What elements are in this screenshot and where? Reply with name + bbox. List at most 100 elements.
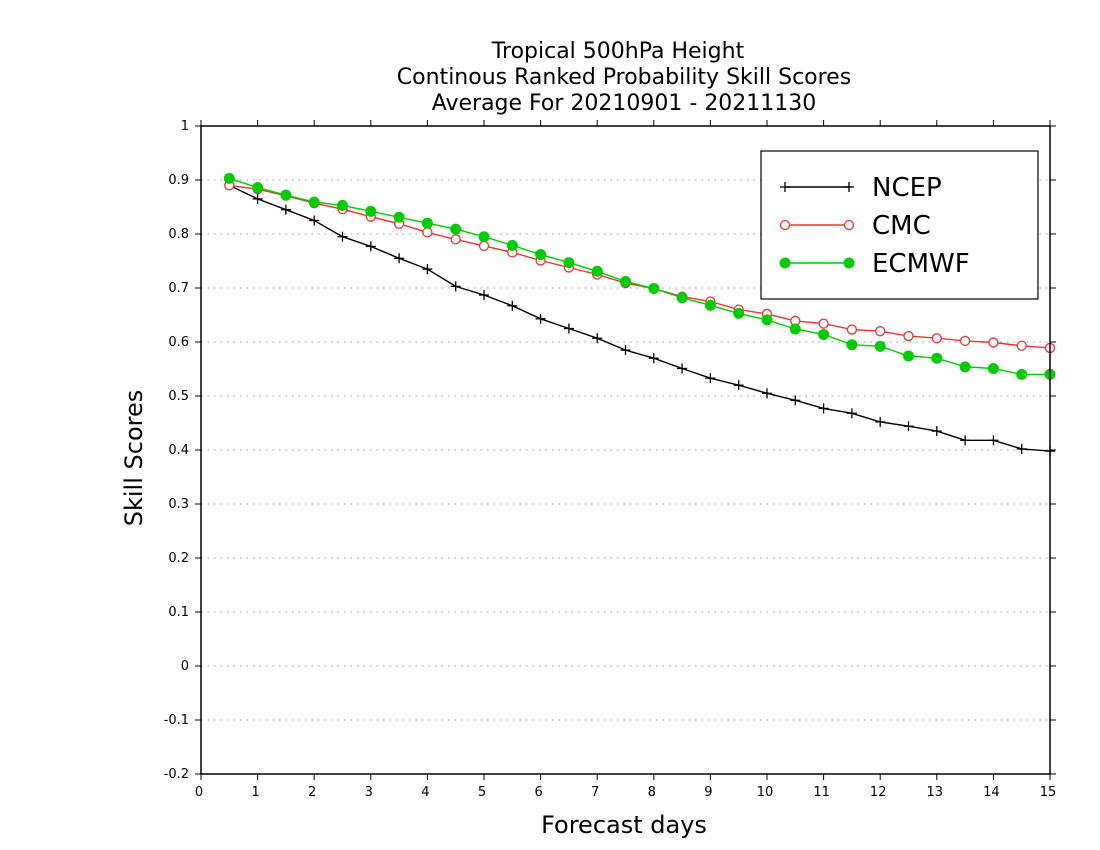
series-line — [228, 184, 1051, 452]
data-point — [988, 337, 999, 348]
data-point — [843, 219, 855, 231]
data-point — [450, 223, 462, 235]
data-point — [818, 328, 830, 340]
data-point — [733, 307, 745, 319]
data-point — [988, 435, 999, 446]
data-point — [987, 362, 999, 374]
y-axis-label: Skill Scores — [120, 390, 148, 527]
x-tick-label: 3 — [365, 785, 373, 800]
data-point — [365, 205, 377, 217]
data-point — [846, 339, 858, 351]
data-point — [903, 350, 914, 362]
x-tick-label: 8 — [648, 785, 656, 800]
data-point — [676, 292, 688, 304]
data-point — [535, 249, 547, 261]
data-point — [875, 326, 886, 337]
x-tick-label: 7 — [591, 785, 599, 800]
data-point — [308, 196, 320, 208]
data-point — [931, 426, 942, 437]
data-point — [959, 335, 971, 347]
x-tick-label: 2 — [308, 785, 316, 800]
data-point — [846, 408, 857, 419]
data-point — [592, 333, 603, 344]
data-point — [450, 281, 461, 292]
legend-label: NCEP — [872, 173, 942, 203]
data-point — [959, 361, 971, 373]
x-tick-label: 5 — [478, 785, 486, 800]
data-point — [846, 324, 858, 335]
y-tick-label: 0.5 — [168, 389, 189, 404]
data-point — [648, 283, 660, 295]
data-point — [450, 234, 461, 245]
data-point — [309, 215, 320, 226]
data-point — [704, 299, 716, 311]
y-tick-label: 0.8 — [168, 227, 189, 242]
legend: NCEP CMC ECMWF — [760, 150, 1039, 300]
data-point — [252, 182, 264, 194]
data-point — [1016, 443, 1027, 454]
x-tick-label: 15 — [1040, 785, 1057, 800]
data-point — [705, 373, 716, 384]
x-tick-label: 9 — [704, 785, 712, 800]
y-tick-label: 0.7 — [168, 281, 189, 296]
y-tick-label: 0.6 — [168, 335, 189, 350]
x-tick-label: 6 — [534, 785, 542, 800]
data-point — [761, 314, 773, 326]
data-point — [507, 300, 518, 311]
data-point — [931, 333, 942, 344]
data-point — [1016, 368, 1028, 380]
data-point — [844, 182, 854, 192]
data-point — [563, 323, 574, 334]
data-point — [252, 193, 263, 204]
data-point — [479, 290, 489, 301]
data-point — [422, 227, 433, 238]
x-tick-label: 12 — [870, 785, 887, 800]
y-tick-label: -0.2 — [164, 767, 189, 782]
x-tick-label: 13 — [927, 785, 944, 800]
series-ncep — [224, 180, 1055, 457]
data-point — [478, 240, 490, 252]
data-point — [506, 239, 518, 251]
data-point — [903, 330, 914, 342]
data-point — [394, 253, 405, 264]
data-point — [422, 264, 433, 275]
data-point — [337, 231, 348, 242]
data-point — [779, 219, 791, 231]
data-point — [648, 353, 659, 364]
series-lines — [223, 172, 1056, 457]
data-point — [337, 199, 348, 211]
legend-item-ncep: NCEP — [780, 173, 942, 203]
data-point — [790, 395, 801, 406]
data-point — [931, 352, 943, 364]
plot-frame — [200, 125, 1051, 775]
x-tick-label: 1 — [251, 785, 259, 800]
data-point — [903, 421, 914, 432]
data-point — [591, 265, 603, 277]
x-tick-label: 11 — [813, 785, 830, 800]
data-point — [818, 403, 829, 414]
data-point — [223, 172, 235, 184]
data-point — [960, 435, 971, 446]
data-point — [478, 231, 490, 243]
x-tick-label: 0 — [195, 785, 203, 800]
y-tick-label: 0.2 — [168, 551, 189, 566]
data-point — [421, 217, 433, 229]
data-point — [733, 380, 744, 391]
y-tick-label: 0 — [181, 659, 189, 674]
y-tick-label: 0.3 — [168, 497, 189, 512]
title-line-3: Average For 20210901 - 20211130 — [432, 91, 817, 116]
data-point — [365, 241, 376, 252]
chart-title: Tropical 500hPa Height Continous Ranked … — [397, 39, 851, 116]
x-tick-label: 4 — [421, 785, 429, 800]
data-point — [818, 318, 829, 329]
y-tick-label: 1 — [181, 119, 189, 134]
y-tick-label: 0.1 — [168, 605, 189, 620]
data-point — [789, 323, 801, 335]
data-point — [563, 257, 575, 269]
data-point — [874, 340, 886, 352]
data-point — [535, 313, 546, 324]
data-point — [280, 189, 292, 201]
x-tick-label: 14 — [983, 785, 1000, 800]
data-point — [280, 204, 291, 215]
